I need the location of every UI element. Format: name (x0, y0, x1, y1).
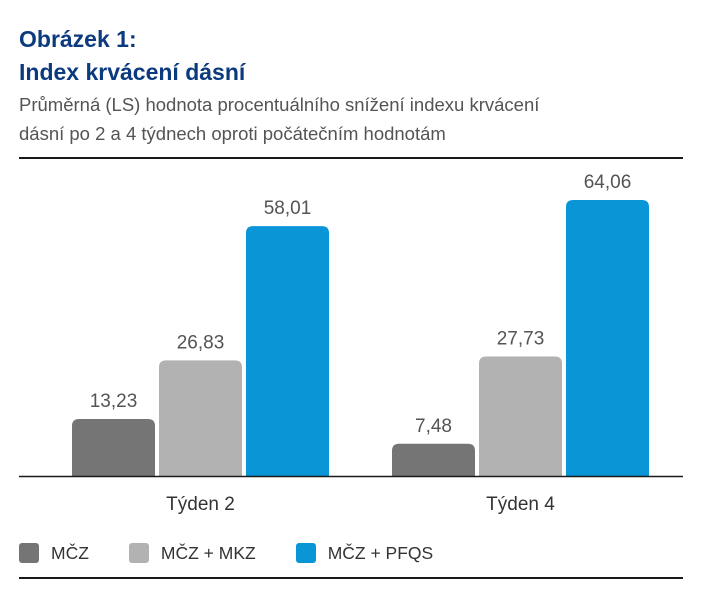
data-label-series-3-tyden-4: 64,06 (584, 172, 632, 193)
bar-chart: 13,23 7,48 26,83 27,73 58,01 64,06 Týden 2 Týde… (19, 172, 683, 515)
bar-series-3-tyden-2 (246, 226, 329, 476)
data-label-series-2-tyden-4: 27,73 (497, 329, 545, 350)
x-tick-label-tyden-2: Týden 2 (166, 494, 235, 515)
legend-label-mcz: MČZ (51, 542, 89, 563)
bar-series-2-tyden-4 (479, 356, 562, 476)
legend-label-mcz-pfqs: MČZ + PFQS (327, 542, 434, 563)
legend-item-mcz: MČZ (19, 543, 89, 564)
bar-series-3-tyden-4 (566, 200, 649, 476)
chart-subtitle-line-1: Průměrná (LS) hodnota procentuálního sní… (19, 94, 540, 115)
chart-legend: MČZ MČZ + MKZ MČZ + PFQS (19, 541, 473, 565)
data-label-series-1-tyden-2: 13,23 (90, 391, 138, 412)
top-divider (19, 157, 683, 159)
chart-subtitle-line-2: dásní po 2 a 4 týdnech oproti počátečním… (19, 123, 446, 144)
legend-swatch-mcz-mkz (128, 543, 149, 563)
bar-series-2-tyden-2 (159, 360, 242, 476)
bar-series-1-tyden-4 (392, 443, 475, 476)
data-label-series-3-tyden-2: 58,01 (264, 198, 312, 219)
bar-series-1-tyden-2 (72, 418, 155, 476)
legend-label-mcz-mkz: MČZ + MKZ (160, 542, 256, 563)
legend-item-mcz-mkz: MČZ + MKZ (128, 542, 256, 564)
legend-item-mcz-pfqs: MČZ + PFQS (295, 542, 434, 564)
data-label-series-2-tyden-2: 26,83 (177, 332, 225, 353)
data-label-series-1-tyden-4: 7,48 (415, 416, 452, 437)
bottom-divider (19, 577, 683, 579)
chart-title-line-1: Obrázek 1: (19, 26, 137, 52)
x-tick-label-tyden-4: Týden 4 (486, 494, 555, 515)
legend-swatch-mcz (19, 543, 39, 563)
legend-swatch-mcz-pfqs (295, 543, 316, 563)
chart-title-line-2: Index krvácení dásní (19, 59, 246, 85)
